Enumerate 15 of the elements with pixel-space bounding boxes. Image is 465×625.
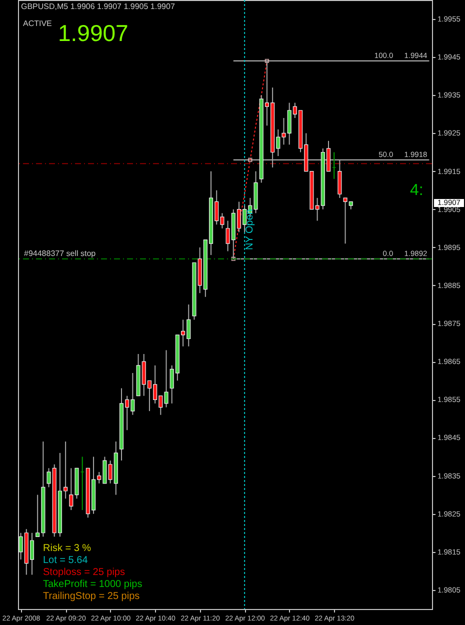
ref-line-label: #94488377 sell stop bbox=[24, 248, 96, 258]
annotation: TakeProfit = 1000 pips bbox=[43, 579, 142, 590]
chart-title: GBPUSD,M5 1.9906 1.9907 1.9905 1.9907 bbox=[21, 2, 176, 11]
point bbox=[264, 58, 270, 63]
annotation: ACTIVE bbox=[23, 19, 52, 28]
annotation: 1.9907 bbox=[58, 20, 128, 46]
annotation: Risk = 3 % bbox=[43, 543, 92, 554]
candlestick bbox=[338, 159, 342, 198]
annotation: 4: bbox=[410, 182, 424, 199]
ref-line-label: NY Open bbox=[244, 209, 256, 250]
annotation: Stoploss = 25 pips bbox=[43, 567, 125, 578]
point bbox=[248, 158, 252, 162]
annotation: TrailingStop = 25 pips bbox=[43, 591, 140, 602]
annotation: Lot = 5.64 bbox=[43, 555, 88, 566]
point bbox=[231, 256, 236, 261]
